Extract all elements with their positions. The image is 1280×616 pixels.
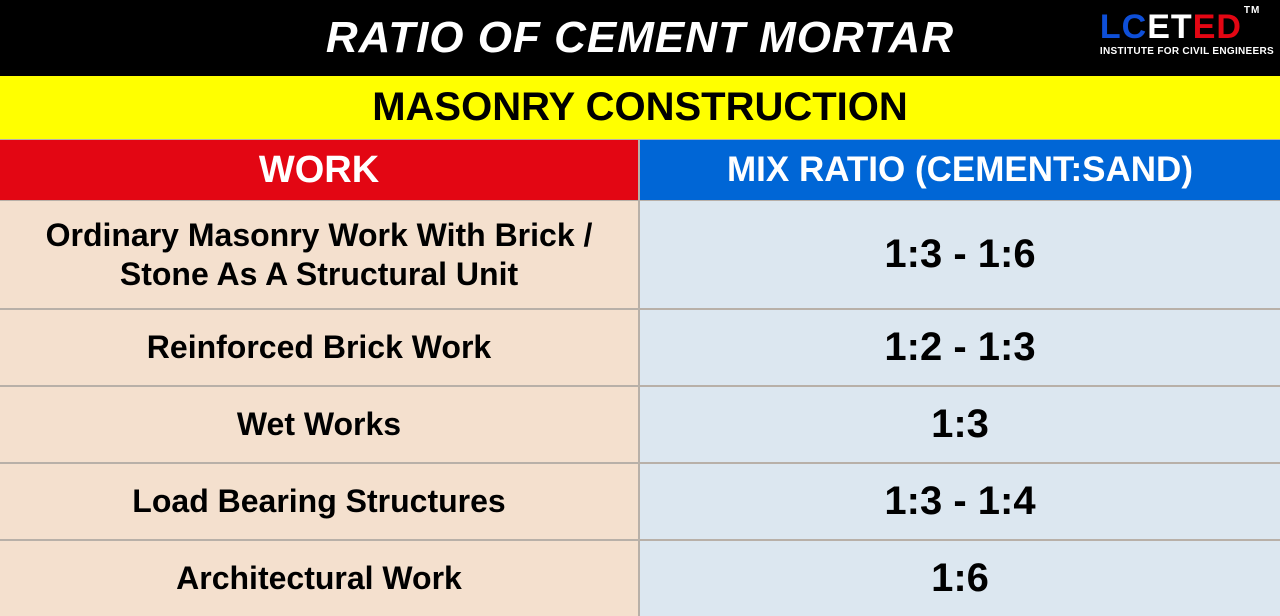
logo-part-2: ET <box>1147 8 1192 46</box>
work-cell: Architectural Work <box>0 541 640 616</box>
title-bar: RATIO OF CEMENT MORTAR LCETEDTM INSTITUT… <box>0 0 1280 76</box>
table-row: Load Bearing Structures1:3 - 1:4 <box>0 462 1280 539</box>
logo-text: LCETEDTM <box>1100 10 1274 44</box>
table-row: Ordinary Masonry Work With Brick / Stone… <box>0 200 1280 308</box>
page-title: RATIO OF CEMENT MORTAR <box>326 13 954 63</box>
ratio-cell: 1:2 - 1:3 <box>640 310 1280 385</box>
column-header-ratio: MIX RATIO (CEMENT:SAND) <box>640 140 1280 200</box>
brand-logo: LCETEDTM INSTITUTE FOR CIVIL ENGINEERS <box>1100 10 1274 57</box>
section-subtitle: MASONRY CONSTRUCTION <box>0 76 1280 140</box>
logo-part-3: ED <box>1193 8 1242 46</box>
work-cell: Load Bearing Structures <box>0 464 640 539</box>
logo-tagline: INSTITUTE FOR CIVIL ENGINEERS <box>1100 46 1274 57</box>
table-row: Architectural Work1:6 <box>0 539 1280 616</box>
logo-part-1: LC <box>1100 8 1147 46</box>
ratio-cell: 1:6 <box>640 541 1280 616</box>
table-header-row: WORK MIX RATIO (CEMENT:SAND) <box>0 140 1280 200</box>
ratio-cell: 1:3 - 1:4 <box>640 464 1280 539</box>
work-cell: Ordinary Masonry Work With Brick / Stone… <box>0 201 640 308</box>
table-row: Reinforced Brick Work1:2 - 1:3 <box>0 308 1280 385</box>
table-row: Wet Works1:3 <box>0 385 1280 462</box>
column-header-work: WORK <box>0 140 640 200</box>
logo-tm: TM <box>1244 5 1260 16</box>
ratio-cell: 1:3 <box>640 387 1280 462</box>
work-cell: Reinforced Brick Work <box>0 310 640 385</box>
ratio-cell: 1:3 - 1:6 <box>640 201 1280 308</box>
work-cell: Wet Works <box>0 387 640 462</box>
